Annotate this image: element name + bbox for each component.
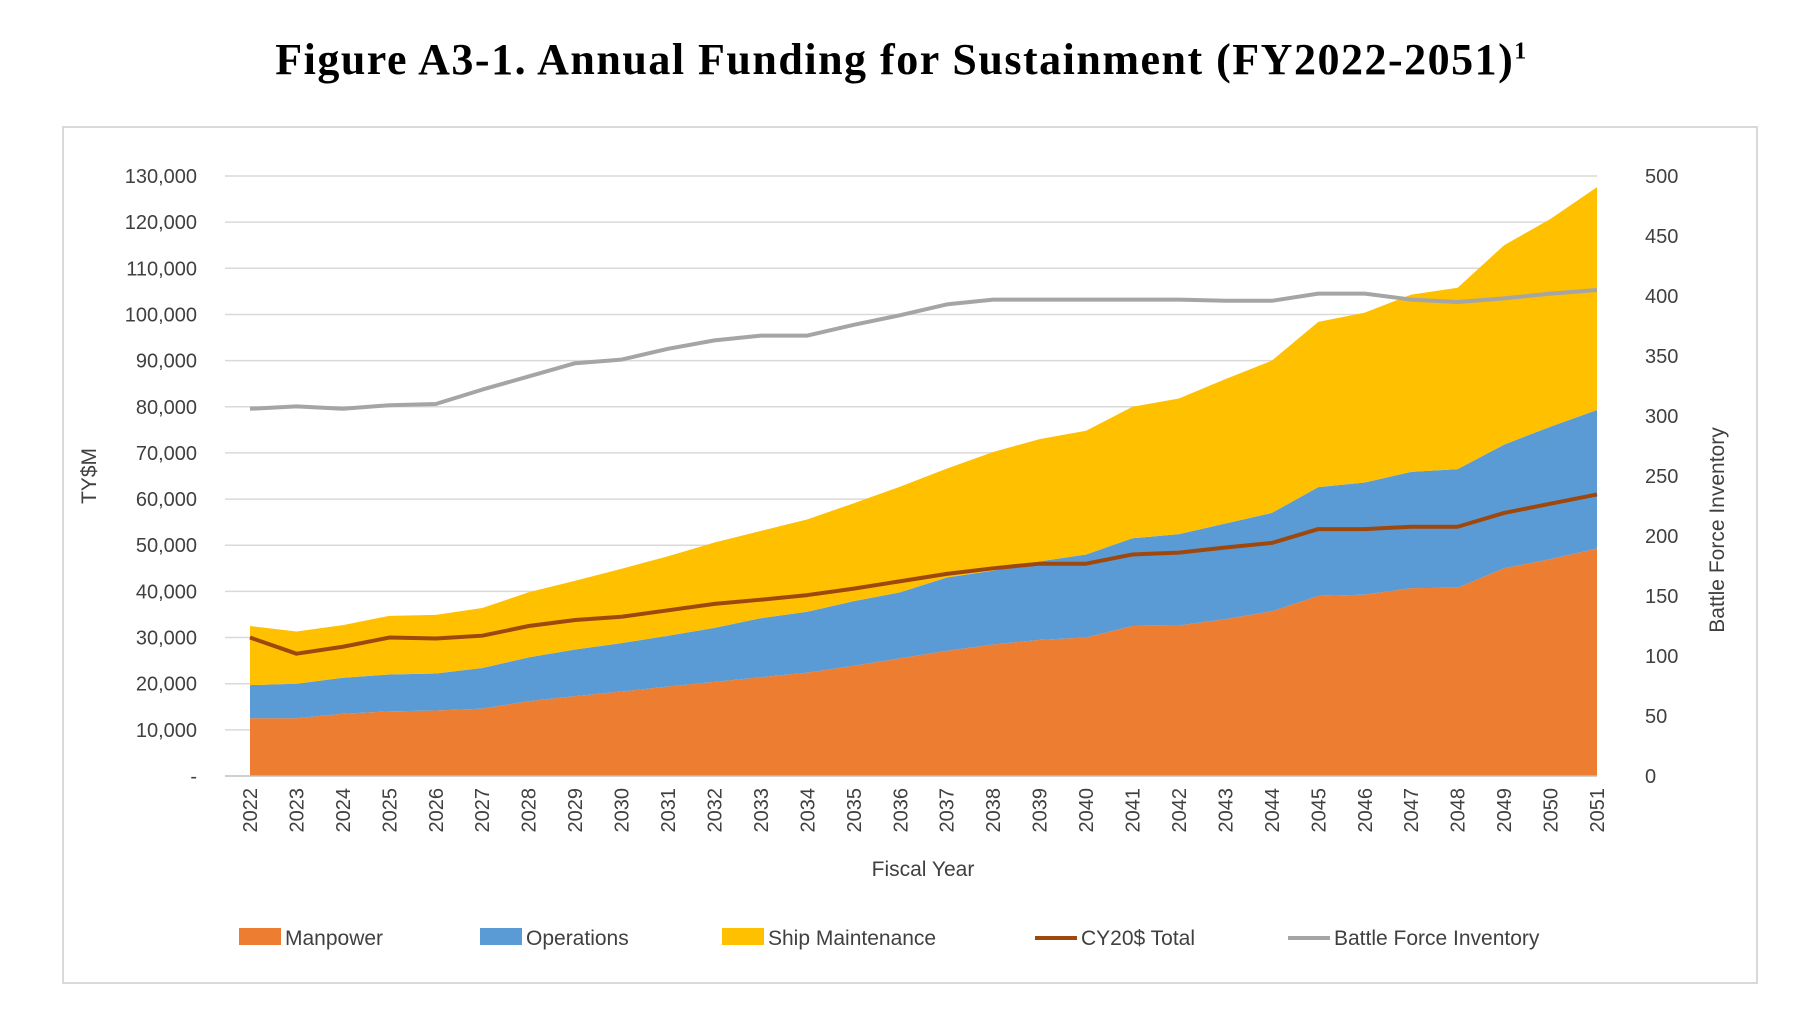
y-tick-label: 90,000	[136, 351, 197, 373]
y2-tick-label: 50	[1645, 706, 1667, 728]
y2-tick-label: 350	[1645, 346, 1678, 368]
y-tick-label: 30,000	[136, 628, 197, 650]
legend-label-ship-maintenance: Ship Maintenance	[768, 927, 936, 950]
y2-tick-label: 500	[1645, 166, 1678, 188]
line-cy20-total	[249, 492, 1598, 656]
chart-frame	[62, 126, 1758, 984]
axes: - 10,000 20,000 30,000 40,000 50,000 60,000 70,…	[78, 166, 1729, 881]
x-tick-label: 2038	[983, 788, 1005, 833]
y2-tick-label: 250	[1645, 466, 1678, 488]
x-tick-label: 2024	[333, 788, 355, 833]
x-tick-label: 2039	[1030, 788, 1052, 833]
figure-title: Figure A3-1. Annual Funding for Sustainm…	[0, 34, 1803, 85]
x-tick-label: 2034	[797, 788, 819, 833]
x-tick-label: 2051	[1587, 788, 1609, 833]
y-tick-label: 50,000	[136, 535, 197, 557]
area-ship-maintenance	[250, 187, 1597, 686]
x-tick-label: 2025	[379, 788, 401, 833]
x-tick-label: 2047	[1401, 788, 1423, 833]
x-tick-label: 2029	[565, 788, 587, 833]
x-tick-label: 2023	[286, 788, 308, 833]
x-tick-label: 2030	[612, 788, 634, 833]
y-tick-label: -	[190, 766, 197, 788]
legend-label-cy20-total: CY20$ Total	[1081, 927, 1195, 950]
x-tick-label: 2040	[1076, 788, 1098, 833]
x-axis-title: Fiscal Year	[872, 858, 975, 881]
x-tick-label: 2035	[844, 788, 866, 833]
y2-tick-label: 450	[1645, 226, 1678, 248]
figure-title-text: Figure A3-1. Annual Funding for Sustainm…	[275, 35, 1515, 84]
x-tick-label: 2042	[1169, 788, 1191, 833]
x-tick-label: 2041	[1123, 788, 1145, 833]
x-tick-label: 2050	[1541, 788, 1563, 833]
line-battle-force-inventory	[249, 288, 1598, 411]
y-tick-label: 80,000	[136, 397, 197, 419]
x-tick-label: 2033	[751, 788, 773, 833]
x-tick-label: 2046	[1355, 788, 1377, 833]
x-tick-label: 2027	[472, 788, 494, 833]
y-tick-label: 60,000	[136, 489, 197, 511]
y-tick-label: 130,000	[125, 166, 197, 188]
y2-axis-title: Battle Force Inventory	[1706, 427, 1729, 633]
y-tick-label: 20,000	[136, 674, 197, 696]
y-tick-label: 110,000	[126, 258, 197, 280]
y2-tick-label: 150	[1645, 586, 1678, 608]
footnote-marker: 1	[1514, 38, 1528, 65]
x-tick-label: 2022	[240, 788, 262, 833]
y2-tick-label: 300	[1645, 406, 1678, 428]
x-tick-label: 2049	[1494, 788, 1516, 833]
x-tick-label: 2044	[1262, 788, 1284, 833]
y-tick-label: 70,000	[136, 443, 197, 465]
lines	[249, 288, 1598, 656]
legend-swatch-manpower	[239, 928, 281, 945]
x-tick-label: 2045	[1308, 788, 1330, 833]
area-manpower	[250, 548, 1597, 776]
legend-label-manpower: Manpower	[285, 927, 383, 950]
y2-tick-label: 200	[1645, 526, 1678, 548]
y-tick-label: 10,000	[136, 720, 197, 742]
stacked-areas	[250, 187, 1597, 776]
y-axis-title: TY$M	[78, 448, 101, 504]
y-tick-label: 100,000	[125, 304, 197, 326]
area-operations	[250, 410, 1597, 719]
legend-label-battle-force-inventory: Battle Force Inventory	[1334, 927, 1540, 950]
x-tick-label: 2026	[426, 788, 448, 833]
x-tick-label: 2048	[1448, 788, 1470, 833]
y-tick-label: 40,000	[136, 581, 197, 603]
x-tick-label: 2036	[890, 788, 912, 833]
y2-tick-label: 100	[1645, 646, 1678, 668]
x-tick-label: 2032	[704, 788, 726, 833]
y-tick-label: 120,000	[125, 212, 197, 234]
y2-tick-label: 400	[1645, 286, 1678, 308]
y2-tick-label: 0	[1645, 766, 1656, 788]
x-tick-label: 2037	[937, 788, 959, 833]
legend-swatch-ship-maintenance	[722, 928, 764, 945]
x-tick-label: 2043	[1215, 788, 1237, 833]
x-tick-label: 2031	[658, 788, 680, 833]
legend-label-operations: Operations	[526, 927, 629, 950]
legend-swatch-operations	[480, 928, 522, 945]
legend: Manpower Operations Ship Maintenance CY20$ …	[239, 927, 1540, 950]
x-tick-label: 2028	[519, 788, 541, 833]
